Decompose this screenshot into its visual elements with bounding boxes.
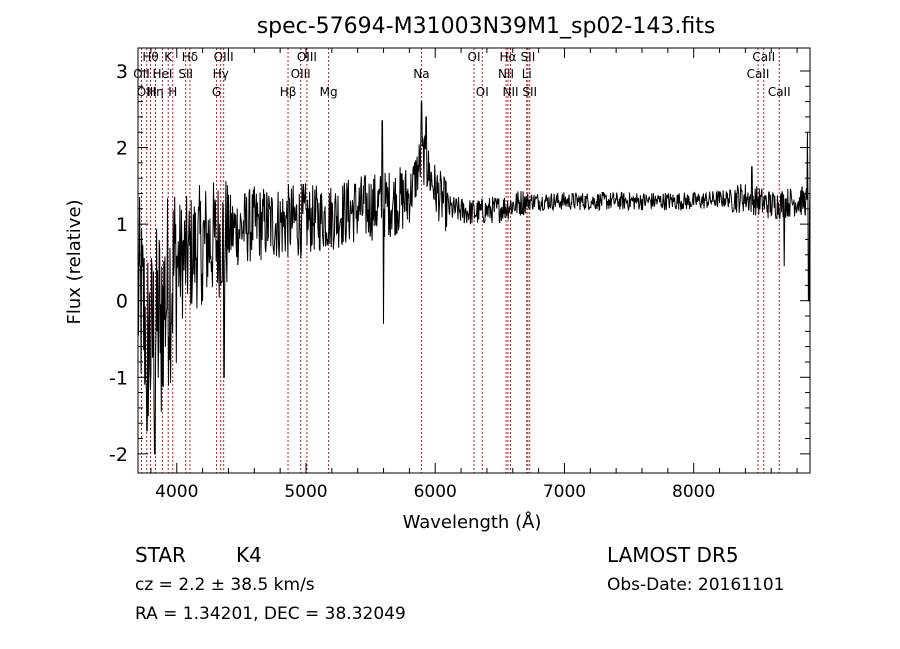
- line-marker-label: CaII: [752, 50, 775, 64]
- object-class: STAR: [135, 543, 186, 567]
- line-marker-label: HeI: [152, 67, 172, 81]
- line-marker-label: OIII: [137, 85, 157, 99]
- plot-frame: [137, 47, 811, 474]
- line-marker-label: Hη: [147, 85, 164, 99]
- y-axis-ticks: -2 -1 0 1 2 3: [109, 61, 810, 466]
- line-marker-label: Hγ: [213, 67, 229, 81]
- line-marker-label: Hθ: [142, 50, 158, 64]
- y-tick-label: -1: [109, 367, 128, 389]
- x-tick-label: 5000: [284, 482, 327, 502]
- spectral-line-markers: [140, 48, 780, 473]
- survey-name: LAMOST DR5: [607, 543, 739, 567]
- line-marker-label: CaII: [747, 67, 770, 81]
- line-marker-label: OI: [476, 85, 489, 99]
- x-tick-label: 7000: [543, 482, 586, 502]
- line-marker-label: Hα: [500, 50, 517, 64]
- coordinates: RA = 1.34201, DEC = 38.32049: [135, 604, 406, 624]
- x-tick-label: 4000: [155, 482, 198, 502]
- line-marker-label: K: [164, 50, 173, 64]
- line-marker-label: OII: [133, 67, 150, 81]
- y-tick-label: 0: [116, 291, 128, 313]
- line-marker-label: OIII: [214, 50, 234, 64]
- redshift-value: cz = 2.2 ± 38.5 km/s: [135, 575, 315, 595]
- line-marker-label: SII: [521, 50, 536, 64]
- y-tick-label: -2: [109, 444, 128, 466]
- line-marker-label: SII: [178, 67, 193, 81]
- line-marker-label: H: [168, 85, 177, 99]
- x-axis-label: Wavelength (Å): [403, 511, 542, 533]
- y-axis-label: Flux (relative): [64, 199, 85, 324]
- y-tick-label: 1: [116, 214, 128, 236]
- line-marker-label: Li: [522, 67, 532, 81]
- line-marker-label: Hβ: [280, 85, 297, 99]
- line-marker-label: OIII: [297, 50, 317, 64]
- line-marker-label: CaII: [768, 85, 791, 99]
- x-tick-label: 6000: [414, 482, 457, 502]
- line-marker-label: OIII: [291, 67, 311, 81]
- observation-date: Obs-Date: 20161101: [607, 575, 784, 595]
- line-marker-label: NII: [498, 67, 514, 81]
- line-marker-label: Hδ: [182, 50, 198, 64]
- line-marker-label: SII: [522, 85, 537, 99]
- line-marker-label: G: [212, 85, 221, 99]
- spectrum-line: [137, 101, 811, 455]
- object-subclass: K4: [236, 543, 262, 567]
- y-tick-label: 2: [116, 138, 128, 160]
- y-tick-label: 3: [116, 61, 128, 83]
- line-marker-label: Mg: [320, 85, 338, 99]
- x-tick-label: 8000: [672, 482, 715, 502]
- x-axis-ticks: 4000 5000 6000 7000 8000: [150, 48, 798, 502]
- line-marker-label: NII: [503, 85, 519, 99]
- line-marker-label: OI: [468, 50, 481, 64]
- line-marker-label: Na: [413, 67, 429, 81]
- chart-title: spec-57694-M31003N39M1_sp02-143.fits: [257, 14, 716, 39]
